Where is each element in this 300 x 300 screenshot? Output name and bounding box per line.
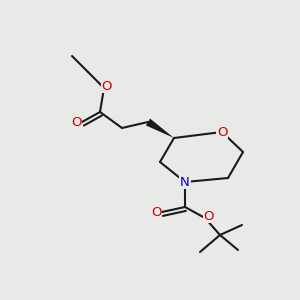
Text: O: O (217, 125, 227, 139)
Text: O: O (204, 209, 214, 223)
Text: O: O (102, 80, 112, 92)
Text: O: O (151, 206, 161, 218)
Text: O: O (71, 116, 81, 128)
Text: N: N (180, 176, 190, 188)
Polygon shape (146, 118, 174, 138)
